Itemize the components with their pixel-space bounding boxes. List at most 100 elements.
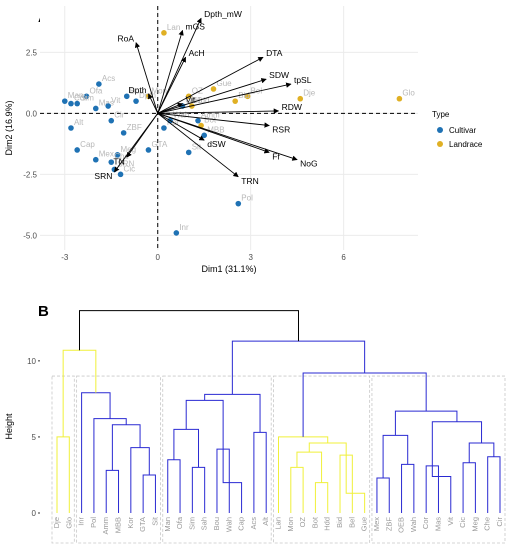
legend-marker bbox=[437, 127, 443, 133]
point-label: Cir bbox=[114, 111, 125, 120]
dendrogram-link bbox=[142, 474, 156, 513]
cluster-box bbox=[162, 375, 272, 544]
point-label: Inr bbox=[179, 223, 189, 232]
point-label: Man bbox=[68, 91, 84, 100]
variable-label: TN bbox=[113, 156, 124, 166]
leaf-label: Bot bbox=[310, 516, 319, 528]
legend-title: Type bbox=[432, 110, 450, 119]
leaf-label: OEB bbox=[397, 517, 406, 533]
cluster-box bbox=[371, 375, 506, 544]
variable-label: tpSL bbox=[294, 75, 312, 85]
dendrogram-link bbox=[382, 434, 409, 479]
leaf-label: Wah bbox=[409, 517, 418, 532]
point-marker bbox=[161, 125, 167, 131]
x-axis-title: Dim1 (31.1%) bbox=[201, 264, 256, 274]
leaf-label: OZ bbox=[298, 517, 307, 528]
point-label: Mas bbox=[99, 98, 114, 107]
point-marker bbox=[173, 230, 180, 236]
x-tick-label: 3 bbox=[248, 253, 253, 262]
leaf-label: Sim bbox=[187, 517, 196, 530]
leaf-label: Bou bbox=[212, 517, 221, 530]
point-marker bbox=[92, 156, 99, 163]
cluster-box bbox=[76, 375, 161, 544]
point-marker bbox=[201, 132, 208, 139]
cluster-box bbox=[273, 375, 371, 544]
point-marker bbox=[145, 147, 152, 153]
point-marker bbox=[232, 98, 238, 104]
leaf-label: Che bbox=[483, 517, 492, 531]
variable-arrow bbox=[157, 56, 187, 114]
legend-entry: Landrace bbox=[449, 140, 483, 149]
point-label: MBB bbox=[207, 125, 224, 134]
variable-label: Dpth bbox=[128, 85, 146, 95]
dendrogram-link bbox=[173, 428, 200, 468]
point-label: ZBF bbox=[127, 123, 142, 132]
dendrogram-link bbox=[222, 449, 243, 513]
point-label: Pol bbox=[241, 194, 253, 203]
leaf-label: Wah bbox=[224, 517, 233, 532]
leaf-label: Dje bbox=[52, 517, 61, 528]
dendrogram-link bbox=[231, 340, 366, 395]
point-label: Sit bbox=[192, 142, 202, 151]
leaf-label: Acs bbox=[249, 517, 258, 530]
point-label: OZ bbox=[192, 86, 203, 95]
variable-arrow bbox=[134, 42, 159, 114]
point-label: Mon bbox=[151, 86, 167, 95]
point-label: Bel bbox=[251, 86, 263, 95]
dendrogram-link bbox=[431, 465, 452, 513]
leaf-label: Mex bbox=[372, 517, 381, 531]
dendrogram-link bbox=[253, 431, 267, 513]
point-marker bbox=[133, 98, 139, 104]
dendrogram-link bbox=[62, 349, 97, 437]
point-label: Bid bbox=[238, 91, 250, 100]
point-marker bbox=[396, 95, 403, 102]
variable-label: TRN bbox=[241, 176, 258, 186]
point-label: Dpth bbox=[139, 91, 156, 100]
point-marker bbox=[120, 130, 127, 136]
point-marker bbox=[123, 93, 130, 100]
point-label: Gue bbox=[217, 79, 233, 88]
point-marker bbox=[74, 100, 80, 107]
dendrogram-link bbox=[302, 372, 427, 437]
y-tick-label: 0.0 bbox=[26, 109, 38, 118]
x-tick-label: -3 bbox=[61, 253, 69, 262]
leaf-label: Sit bbox=[150, 516, 159, 526]
variable-arrow bbox=[157, 29, 184, 114]
point-label: Alt bbox=[74, 118, 84, 127]
point-marker bbox=[68, 125, 74, 131]
leaf-label: Pol bbox=[89, 517, 98, 528]
y-axis-title: Height bbox=[4, 413, 14, 440]
leaf-label: Cir bbox=[495, 517, 504, 527]
dendrogram-link bbox=[78, 310, 299, 351]
point-marker bbox=[235, 200, 242, 207]
point-label: Cic bbox=[124, 164, 136, 173]
point-marker bbox=[297, 95, 304, 102]
point-label: Dje bbox=[303, 89, 316, 98]
y-tick-label: 0 bbox=[32, 509, 37, 518]
dendrogram-link bbox=[376, 477, 390, 513]
point-label: Bou bbox=[130, 86, 144, 95]
dendrogram-link bbox=[394, 410, 458, 436]
panel-b-letter: B bbox=[38, 303, 49, 320]
variable-label: AcH bbox=[189, 48, 205, 58]
leaf-label: Hdd bbox=[323, 517, 332, 531]
dendrogram-link bbox=[345, 455, 366, 513]
point-marker bbox=[83, 93, 90, 100]
point-marker bbox=[105, 103, 111, 109]
point-label: Cap bbox=[80, 140, 95, 149]
point-label: Meg bbox=[120, 145, 136, 154]
dendrogram-link bbox=[431, 421, 483, 466]
point-label: Che bbox=[114, 152, 129, 161]
dendrogram-link bbox=[296, 451, 323, 483]
leaf-label: Meg bbox=[470, 517, 479, 532]
point-label: Hdd bbox=[195, 96, 210, 105]
leaf-label: Amm bbox=[101, 517, 110, 535]
point-marker bbox=[210, 86, 217, 92]
point-label: GTA bbox=[151, 140, 168, 149]
variable-arrow bbox=[157, 112, 298, 161]
point-marker bbox=[61, 98, 68, 104]
variable-label: Vit bbox=[186, 95, 196, 105]
point-label: Mex bbox=[99, 150, 114, 159]
leaf-label: GTA bbox=[138, 517, 147, 532]
